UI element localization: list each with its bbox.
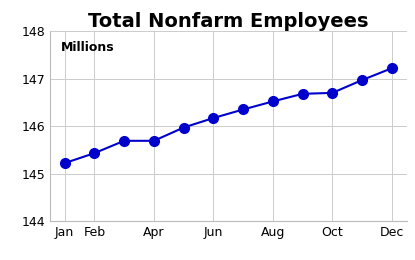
Title: Total Nonfarm Employees: Total Nonfarm Employees	[88, 12, 369, 31]
Text: Millions: Millions	[61, 41, 114, 54]
